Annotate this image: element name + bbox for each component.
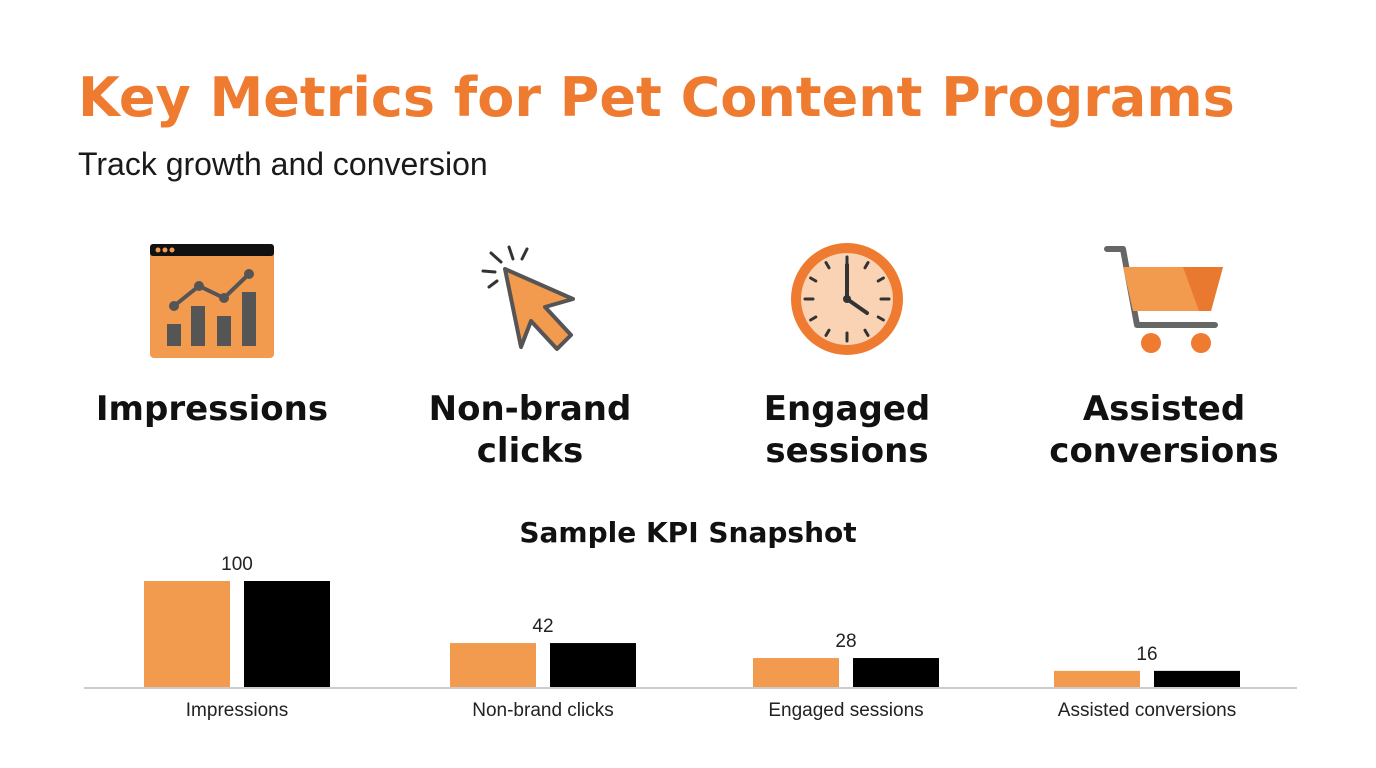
metric-non-brand-clicks: Non-brand clicks	[380, 236, 680, 472]
clock-icon	[791, 243, 903, 355]
category-label-2: Engaged sessions	[768, 700, 923, 721]
bar-secondary-2	[853, 658, 939, 688]
page-subtitle: Track growth and conversion	[78, 146, 488, 182]
data-label-2: 28	[835, 631, 856, 652]
category-label-3: Assisted conversions	[1058, 700, 1236, 721]
metric-label-line: sessions	[765, 431, 929, 471]
category-label-0: Impressions	[186, 700, 288, 721]
bar-primary-3	[1054, 670, 1140, 688]
bar-secondary-0	[244, 581, 330, 688]
metric-impressions: Impressions	[62, 236, 362, 430]
shopping-cart-icon	[1104, 246, 1223, 353]
cursor-click-icon	[481, 245, 575, 351]
metric-label-line: clicks	[476, 431, 584, 471]
metric-label-line: conversions	[1049, 431, 1279, 471]
metric-label-assisted-conversions: Assisted conversions	[1014, 388, 1314, 472]
metric-label-engaged-sessions: Engaged sessions	[697, 388, 997, 472]
chart-title: Sample KPI Snapshot	[519, 516, 857, 549]
category-label-1: Non-brand clicks	[472, 700, 614, 721]
bar-secondary-3	[1154, 670, 1240, 688]
metric-label-line: Engaged	[763, 389, 931, 429]
metric-label-line: Impressions	[95, 389, 329, 429]
metric-label-line: Non-brand	[428, 389, 632, 429]
data-label-3: 16	[1136, 644, 1157, 665]
browser-line-chart-icon	[150, 244, 274, 358]
page-title: Key Metrics for Pet Content Programs	[78, 66, 1235, 129]
bar-primary-1	[450, 643, 536, 688]
metric-label-non-brand-clicks: Non-brand clicks	[380, 388, 680, 472]
metric-label-impressions: Impressions	[62, 388, 362, 430]
metric-label-line: Assisted	[1082, 389, 1246, 429]
data-label-0: 100	[221, 554, 253, 575]
metric-engaged-sessions: Engaged sessions	[697, 236, 997, 472]
bar-secondary-1	[550, 643, 636, 688]
bar-primary-0	[144, 581, 230, 688]
metric-assisted-conversions: Assisted conversions	[1014, 236, 1314, 472]
data-label-1: 42	[532, 616, 553, 637]
bar-primary-2	[753, 658, 839, 688]
